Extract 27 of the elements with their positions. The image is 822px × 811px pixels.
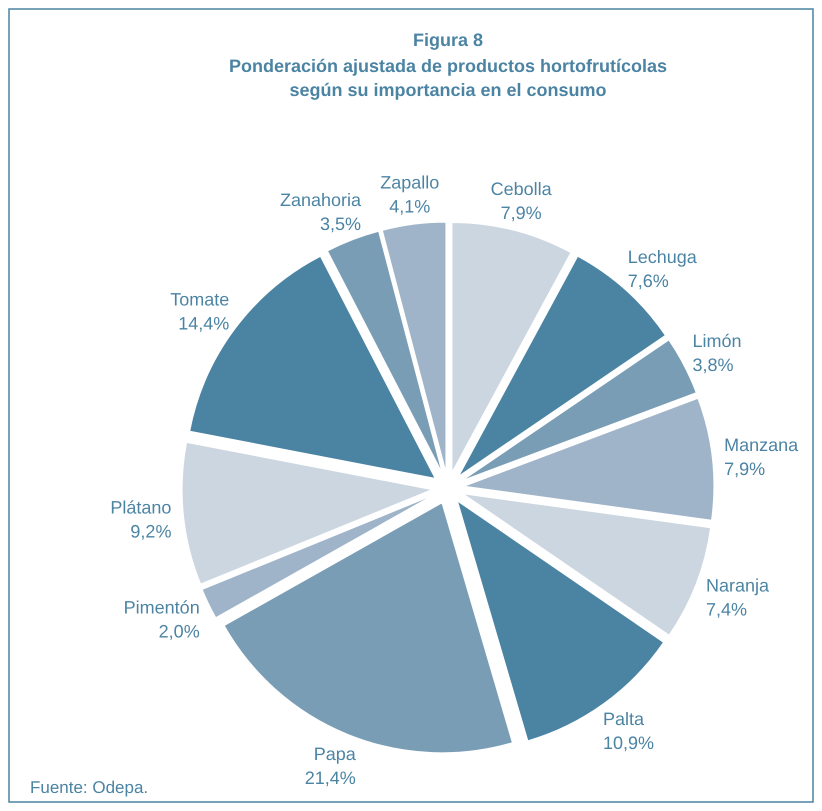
chart-title: Figura 8 [412,30,484,50]
chart-subtitle: Ponderación ajustada de productos hortofrutícolas según su importancia en el consumo [228,56,668,100]
data-label: 14,4% [178,314,230,334]
slice-label: Lechuga [628,246,698,267]
slice-label: Papa [314,744,357,764]
source-note: Fuente: Odepa. [30,778,148,797]
slice-label: Zanahoria [280,190,362,210]
slice-label: Plátano [110,497,172,518]
slice-label: Cebolla [490,179,553,200]
data-label: 7,9% [724,458,766,479]
slice-label: Pimentón [124,598,200,618]
data-label: 7,6% [628,270,669,291]
data-label: 3,5% [320,214,362,234]
data-label: 9,2% [130,521,172,542]
slice-label: Zapallo [380,172,440,192]
data-label: 21,4% [304,768,356,788]
data-label: 7,4% [706,599,747,620]
data-label: 3,8% [692,354,734,375]
data-label: 2,0% [158,622,200,642]
slice-label: Limón [692,330,742,351]
data-label: 10,9% [603,733,654,754]
slice-label: Tomate [170,290,230,310]
data-label: 7,9% [500,203,542,224]
slice-label: Palta [603,709,646,730]
slice-label: Naranja [706,575,770,596]
data-label: 4,1% [389,196,430,216]
slice-label: Manzana [724,434,800,455]
